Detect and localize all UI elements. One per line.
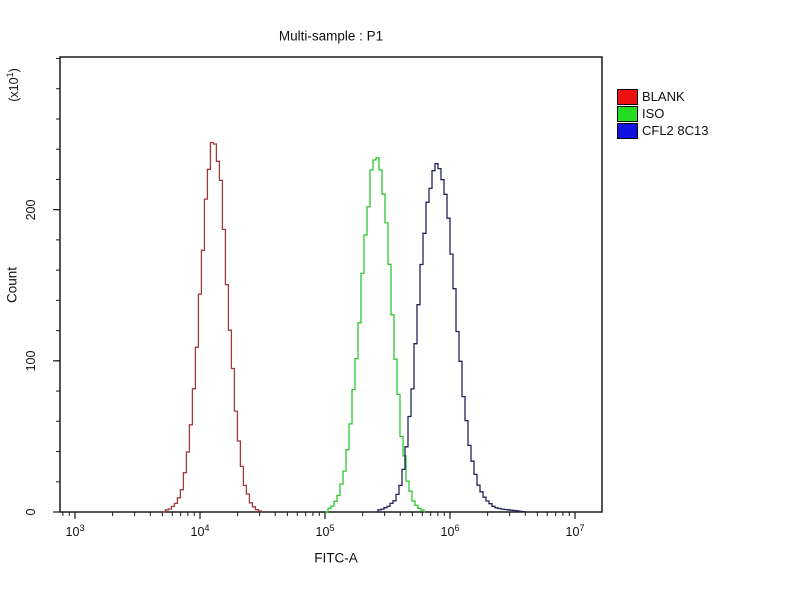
legend-swatch-cfl2 (617, 122, 638, 139)
chart-title: Multi-sample : P1 (278, 28, 384, 44)
histogram-curve-cfl2-8c13 (375, 163, 526, 513)
legend-label-iso: ISO (642, 106, 665, 121)
x-tick-label: 105 (315, 522, 335, 540)
histogram-curve-blank (162, 141, 263, 513)
x-tick-label: 104 (190, 522, 210, 540)
y-unit-exponent: 1 (4, 72, 15, 78)
legend-row: BLANK (617, 88, 708, 105)
legend: BLANK ISO CFL2 8C13 (617, 88, 708, 139)
legend-swatch-blank (617, 88, 638, 105)
y-unit-suffix: ) (7, 68, 22, 73)
x-axis-label: FITC-A (314, 550, 358, 566)
plot-frame (59, 56, 603, 513)
y-tick-label: 100 (24, 350, 38, 372)
y-tick-label: 0 (24, 508, 38, 516)
legend-label-cfl2: CFL2 8C13 (642, 123, 709, 138)
legend-row: ISO (617, 105, 708, 122)
x-tick-label: 103 (65, 522, 85, 540)
legend-row: CFL2 8C13 (617, 122, 708, 139)
x-tick-label: 106 (440, 522, 460, 540)
legend-label-blank: BLANK (642, 89, 685, 104)
y-axis-label: Count (4, 266, 20, 304)
y-tick-label: 200 (24, 199, 38, 221)
x-tick-label: 107 (565, 522, 585, 540)
histogram-curve-iso (325, 157, 426, 513)
y-axis-unit-label: (x101) (5, 68, 21, 102)
y-unit-prefix: (x10 (7, 77, 22, 102)
legend-swatch-iso (617, 105, 638, 122)
